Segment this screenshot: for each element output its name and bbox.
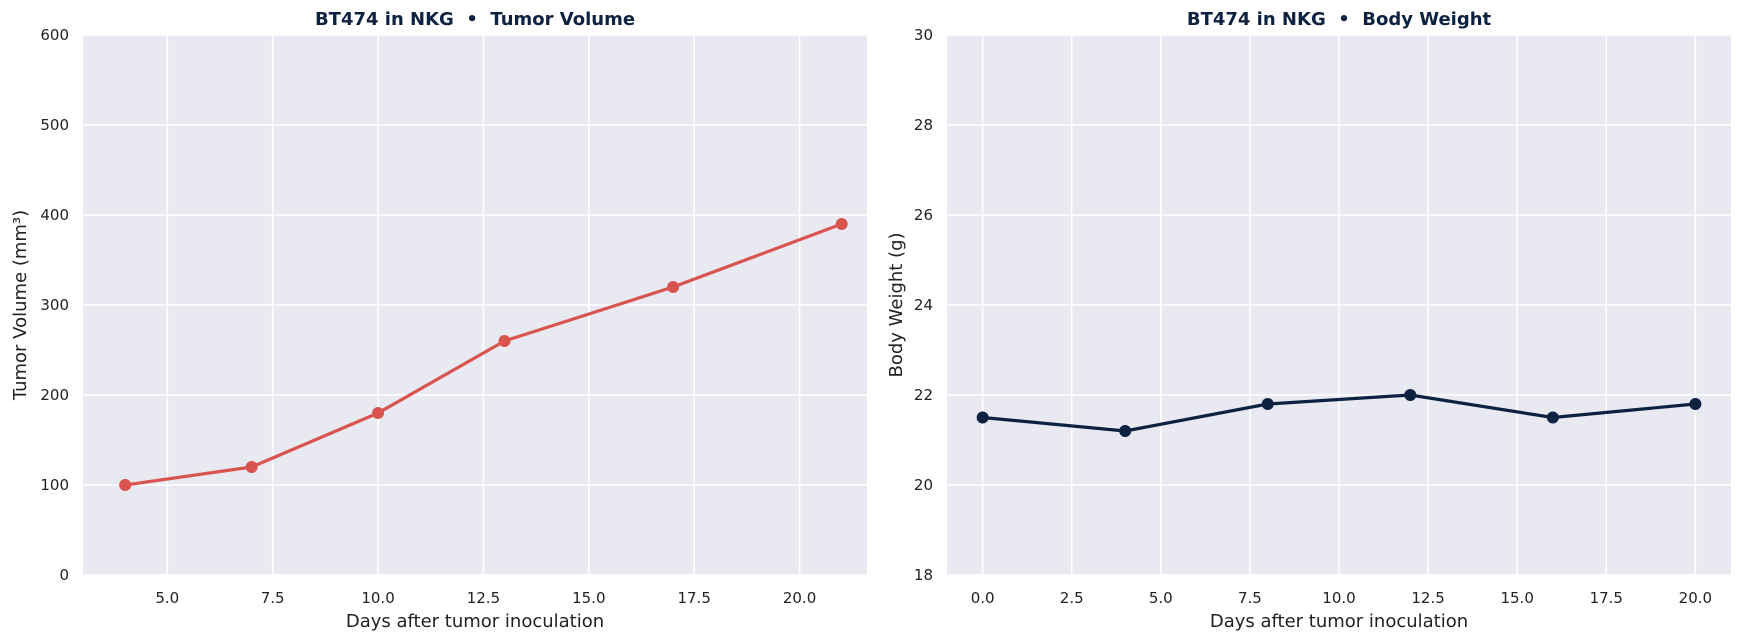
data-point (119, 479, 132, 491)
y-tick-label: 24 (914, 296, 933, 314)
x-tick-label: 15.0 (1500, 589, 1533, 607)
chart-title: BT474 in NKG • Tumor Volume (315, 9, 635, 30)
grid (83, 34, 867, 576)
x-tick-label: 15.0 (572, 589, 605, 607)
x-tick-label: 10.0 (361, 589, 394, 607)
tick-labels: 5.0 7.5 10.0 12.5 15.0 17.5 20.0 0 100 200 300 400 5… (40, 26, 816, 607)
series-line (980, 393, 1698, 433)
x-tick-label: 2.5 (1060, 589, 1084, 607)
series-layer (976, 389, 1702, 437)
data-point (245, 461, 258, 473)
x-tick-label: 12.5 (467, 589, 500, 607)
y-tick-label: 100 (40, 476, 69, 494)
x-tick-label: 7.5 (1238, 589, 1262, 607)
y-tick-label: 28 (914, 116, 933, 134)
x-axis-label: Days after tumor inoculation (346, 611, 604, 632)
x-tick-label: 5.0 (1149, 589, 1173, 607)
data-point (1119, 425, 1132, 437)
y-tick-label: 200 (40, 386, 69, 404)
y-tick-label: 400 (40, 206, 69, 224)
data-point (976, 411, 989, 424)
y-tick-label: 22 (914, 386, 933, 404)
y-tick-label: 26 (914, 206, 933, 224)
y-tick-label: 300 (40, 296, 69, 314)
y-axis-label: Body Weight (g) (886, 232, 907, 377)
body-weight-chart: 0.0 2.5 5.0 7.5 10.0 12.5 15.0 17.5 20.0 18 20 22 24… (886, 9, 1731, 632)
y-tick-label: 600 (40, 26, 69, 44)
y-tick-label: 0 (59, 566, 69, 584)
tumor-volume-chart: 5.0 7.5 10.0 12.5 15.0 17.5 20.0 0 100 200 300 400 5… (10, 9, 867, 632)
data-point (1261, 398, 1274, 410)
x-tick-label: 17.5 (677, 589, 710, 607)
data-point (667, 281, 680, 293)
x-tick-label: 0.0 (971, 589, 995, 607)
y-tick-label: 30 (914, 26, 933, 44)
series-layer (119, 218, 848, 491)
data-point (835, 218, 848, 230)
x-tick-label: 20.0 (783, 589, 816, 607)
x-tick-label: 7.5 (261, 589, 285, 607)
data-point (1404, 389, 1417, 401)
x-tick-label: 5.0 (155, 589, 179, 607)
x-tick-label: 20.0 (1679, 589, 1712, 607)
y-tick-label: 20 (914, 476, 933, 494)
grid (947, 34, 1731, 576)
data-point (372, 407, 385, 419)
data-point (1546, 411, 1559, 424)
x-tick-label: 10.0 (1322, 589, 1355, 607)
chart-title: BT474 in NKG • Body Weight (1187, 9, 1492, 30)
y-tick-label: 500 (40, 116, 69, 134)
data-point (1689, 398, 1702, 410)
x-axis-label: Days after tumor inoculation (1210, 611, 1468, 632)
y-axis-label: Tumor Volume (mm³) (10, 210, 31, 401)
tick-labels: 0.0 2.5 5.0 7.5 10.0 12.5 15.0 17.5 20.0 18 20 22 24… (914, 26, 1712, 607)
x-tick-label: 17.5 (1590, 589, 1623, 607)
series-line (123, 222, 844, 487)
x-tick-label: 12.5 (1411, 589, 1444, 607)
data-point (498, 335, 511, 347)
y-tick-label: 18 (914, 566, 933, 584)
